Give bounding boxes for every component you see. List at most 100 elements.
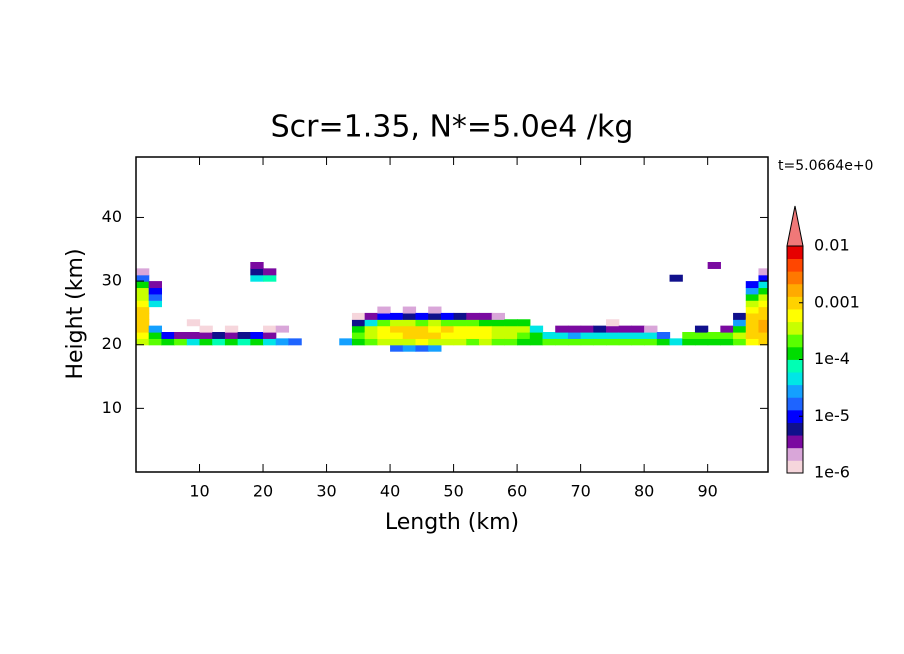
heat-cell xyxy=(339,338,353,346)
heat-cell xyxy=(148,325,163,333)
heat-cell xyxy=(186,319,201,327)
colorbar-swatch xyxy=(787,447,803,461)
heat-cell xyxy=(174,332,188,339)
y-tick-label: 30 xyxy=(102,271,122,290)
heat-cell xyxy=(758,300,768,308)
colorbar-swatch xyxy=(787,422,803,436)
heat-cell xyxy=(212,332,226,339)
heat-cell xyxy=(720,332,734,339)
y-axis-label: Height (km) xyxy=(63,248,88,379)
heat-cell xyxy=(567,325,582,333)
heat-cell xyxy=(758,293,768,301)
heat-cell xyxy=(351,332,366,339)
heat-cell xyxy=(593,332,607,339)
heat-cell xyxy=(415,319,429,327)
x-tick-label: 80 xyxy=(634,482,654,501)
heat-cell xyxy=(491,332,506,339)
heat-cell xyxy=(529,338,544,346)
heat-cell xyxy=(745,281,760,289)
heatmap xyxy=(136,262,768,352)
heat-cell xyxy=(351,325,366,333)
heat-cell xyxy=(390,344,404,352)
heat-cell xyxy=(250,332,264,339)
heat-cell xyxy=(377,325,391,333)
colorbar-tick-label: 0.01 xyxy=(814,236,850,255)
heat-cell xyxy=(263,274,277,282)
heat-cell xyxy=(263,325,277,333)
heat-cell xyxy=(136,287,150,295)
heat-cell xyxy=(466,319,480,327)
heat-cell xyxy=(504,332,518,339)
heat-cell xyxy=(250,274,264,282)
heat-cell xyxy=(517,332,531,339)
heat-cell xyxy=(415,338,429,346)
heat-cell xyxy=(440,312,455,320)
heat-cell xyxy=(745,287,760,295)
heat-cell xyxy=(745,338,760,346)
heat-cell xyxy=(174,338,188,346)
heat-cell xyxy=(148,281,163,289)
heat-cell xyxy=(491,325,506,333)
heat-cell xyxy=(186,332,201,339)
heat-cell xyxy=(644,332,658,339)
heat-cell xyxy=(428,312,442,320)
heat-cell xyxy=(631,325,645,333)
heat-cell xyxy=(415,332,429,339)
heat-cell xyxy=(453,312,467,320)
heat-cell xyxy=(402,325,417,333)
x-tick-label: 90 xyxy=(697,482,717,501)
heat-cell xyxy=(758,332,768,339)
heat-cell xyxy=(402,344,417,352)
heat-cell xyxy=(288,338,302,346)
heat-cell xyxy=(377,312,391,320)
colorbar-tick-label: 1e-6 xyxy=(814,463,850,482)
heat-cell xyxy=(351,312,366,320)
heat-cell xyxy=(745,312,760,320)
heat-cell xyxy=(618,332,633,339)
heat-cell xyxy=(644,338,658,346)
y-tick-label: 20 xyxy=(102,334,122,353)
heat-cell xyxy=(517,325,531,333)
heat-cell xyxy=(733,332,747,339)
heat-cell xyxy=(758,338,768,346)
colorbar-extend xyxy=(786,205,804,247)
heat-cell xyxy=(364,338,378,346)
heat-cell xyxy=(707,338,721,346)
heat-cell xyxy=(669,274,683,282)
heat-cell xyxy=(529,325,544,333)
heat-cell xyxy=(250,338,264,346)
heat-cell xyxy=(351,338,366,346)
x-tick-label: 70 xyxy=(570,482,590,501)
heat-cell xyxy=(758,268,768,276)
heat-cell xyxy=(402,319,417,327)
heat-cell xyxy=(428,319,442,327)
heat-cell xyxy=(250,268,264,276)
x-tick-label: 30 xyxy=(316,482,336,501)
heat-cell xyxy=(136,332,150,339)
heat-cell xyxy=(440,319,455,327)
colorbar-swatch xyxy=(787,397,803,411)
x-tick-label: 50 xyxy=(443,482,463,501)
heat-cell xyxy=(644,325,658,333)
heat-cell xyxy=(250,262,264,269)
heat-cell xyxy=(364,312,378,320)
heat-cell xyxy=(466,325,480,333)
heat-cell xyxy=(669,338,683,346)
heat-cell xyxy=(364,319,378,327)
x-axis-label: Length (km) xyxy=(385,510,519,535)
heat-cell xyxy=(402,306,417,314)
heat-cell xyxy=(758,325,768,333)
heat-cell xyxy=(351,319,366,327)
colorbar-swatch xyxy=(787,271,803,285)
heat-cell xyxy=(402,338,417,346)
heat-cell xyxy=(148,293,163,301)
heat-cell xyxy=(428,344,442,352)
heat-cell xyxy=(478,319,493,327)
colorbar-swatch xyxy=(787,384,803,398)
heat-cell xyxy=(542,338,556,346)
heat-cell xyxy=(466,338,480,346)
heat-cell xyxy=(428,306,442,314)
colorbar-swatch xyxy=(787,372,803,386)
heat-cell xyxy=(161,338,175,346)
x-tick-label: 20 xyxy=(253,482,273,501)
